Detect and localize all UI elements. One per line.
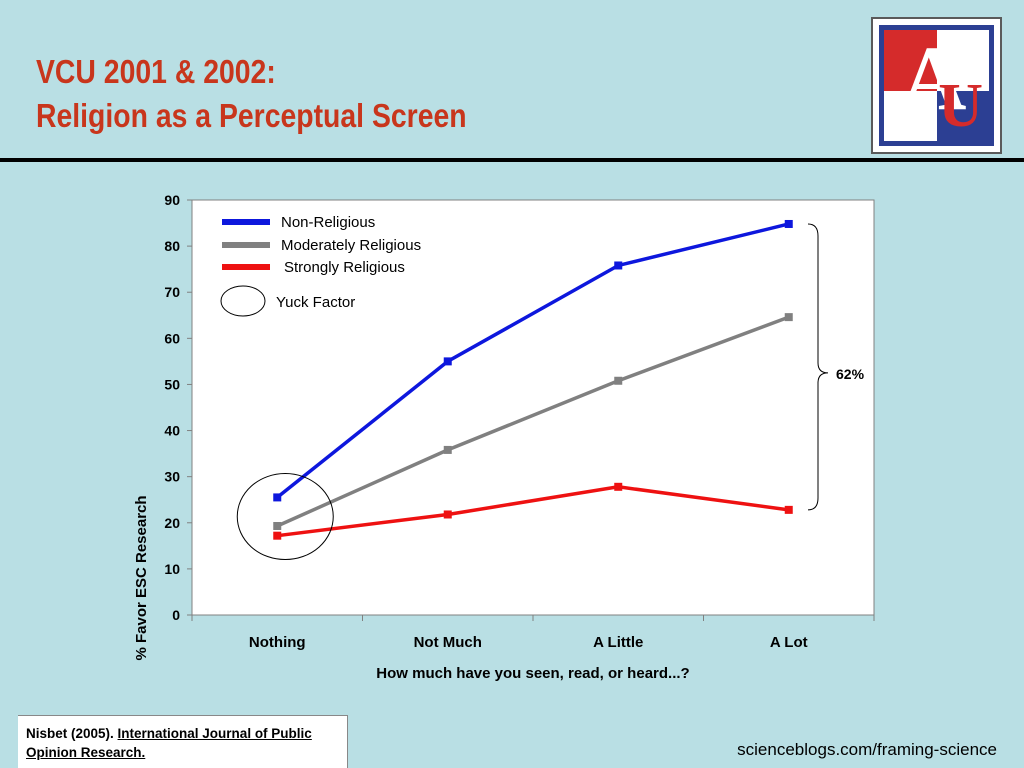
x-axis-label: How much have you seen, read, or heard..…: [376, 665, 689, 682]
citation-journal-link[interactable]: International Journal of Public Opinion …: [26, 726, 312, 760]
logo-letter-a: A: [900, 27, 967, 129]
slide-title: VCU 2001 & 2002: Religion as a Perceptua…: [36, 50, 467, 138]
data-point: [443, 510, 452, 519]
series-line-0: [276, 222, 790, 499]
y-tick-label: 80: [164, 238, 180, 254]
data-point: [273, 493, 282, 502]
y-axis-label: % Favor ESC Research: [133, 495, 150, 660]
logo-letter-u: U: [938, 72, 983, 140]
data-point: [273, 531, 282, 540]
legend-entry: Moderately Religious: [281, 237, 421, 254]
legend-entry: Non-Religious: [281, 214, 375, 231]
data-point: [273, 522, 282, 531]
logo-blue-field: [936, 91, 989, 141]
citation-box: Nisbet (2005). International Journal of …: [18, 715, 348, 768]
source-url[interactable]: scienceblogs.com/framing-science: [737, 740, 997, 759]
y-tick-label: 0: [172, 607, 180, 623]
x-tick-label: A Little: [593, 634, 643, 651]
legend-circle-icon: [220, 285, 266, 317]
data-point: [784, 313, 793, 322]
y-tick-label: 70: [164, 284, 180, 300]
bracket-label: 62%: [836, 366, 865, 382]
data-point: [443, 357, 452, 366]
data-point: [614, 376, 623, 385]
y-tick-label: 10: [164, 561, 180, 577]
title-divider: [0, 158, 1024, 162]
american-university-logo: A U: [871, 17, 1002, 154]
title-line-2: Religion as a Perceptual Screen: [36, 97, 467, 134]
legend-entry: Strongly Religious: [284, 259, 405, 276]
series-line-2: [277, 485, 789, 538]
y-tick-label: 50: [164, 376, 180, 392]
y-tick-label: 60: [164, 330, 180, 346]
x-tick-label: A Lot: [770, 634, 808, 651]
data-point: [784, 505, 793, 514]
data-point: [614, 261, 623, 270]
yuck-factor-circle: [236, 473, 334, 561]
y-tick-label: 30: [164, 469, 180, 485]
x-tick-label: Not Much: [414, 634, 482, 651]
series-line-1: [276, 315, 790, 528]
logo-red-field: [884, 30, 937, 92]
data-point: [443, 445, 452, 454]
plot-area: [191, 199, 875, 616]
data-point: [614, 482, 623, 491]
line-chart: 0 10 20 30 40 50 60 70 80 90 Nothing Not Much A Lit…: [133, 192, 875, 682]
logo-frame: A U: [879, 25, 994, 146]
y-tick-label: 20: [164, 515, 180, 531]
y-tick-label: 90: [164, 192, 180, 208]
data-point: [784, 219, 793, 228]
bracket-annotation: [807, 223, 829, 511]
x-tick-label: Nothing: [249, 634, 306, 651]
title-line-1: VCU 2001 & 2002:: [36, 53, 276, 90]
y-tick-label: 40: [164, 423, 180, 439]
yuck-factor-label: Yuck Factor: [276, 294, 355, 311]
citation-author: Nisbet (2005).: [26, 726, 118, 741]
